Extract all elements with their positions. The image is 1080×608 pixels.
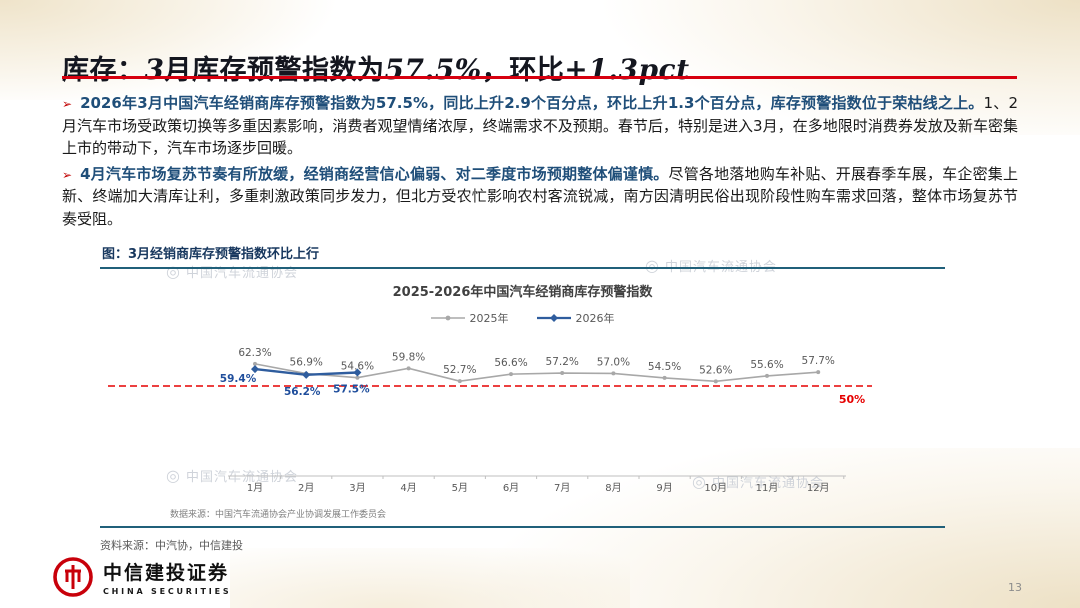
svg-text:12月: 12月 <box>807 482 830 494</box>
bullet-arrow-icon: ➢ <box>62 97 73 111</box>
inventory-warning-index-chart: 1月 2月 3月 4月 5月 6月 7月 8月 9月 10月 11月 12月 50% 62.3% 56.9%… <box>108 347 872 494</box>
svg-text:52.6%: 52.6% <box>699 364 732 376</box>
legend-marker-icon <box>536 314 571 322</box>
company-logo-icon <box>53 557 93 597</box>
svg-text:59.8%: 59.8% <box>392 351 425 363</box>
svg-text:3月: 3月 <box>349 482 365 494</box>
bullet-point: ➢ 4月汽车市场复苏节奏有所放缓，经销商经营信心偏弱、对二季度市场预期整体偏谨慎。… <box>62 163 1018 231</box>
title-text: ，环比 <box>481 55 565 87</box>
bullet-point: ➢ 2026年3月中国汽车经销商库存预警指数为57.5%，同比上升2.9个百分点，… <box>62 92 1018 160</box>
svg-text:57.2%: 57.2% <box>546 356 579 368</box>
legend-item-2025年: 2025年 <box>430 310 509 326</box>
title-number: 3 <box>144 53 165 87</box>
svg-text:8月: 8月 <box>605 482 621 494</box>
watermark-text: 中国汽车流通协会 <box>185 266 298 281</box>
report-source-note: 资料来源：中汽协，中信建投 <box>100 539 243 552</box>
svg-text:57.7%: 57.7% <box>802 355 835 367</box>
company-logo-text: 中信建投证券 CHINA SECURITIES <box>103 558 231 596</box>
svg-text:6月: 6月 <box>503 482 519 494</box>
legend-marker-icon <box>430 315 465 321</box>
svg-text:54.5%: 54.5% <box>648 361 681 373</box>
svg-text:5月: 5月 <box>452 482 468 494</box>
title-number: 57.5% <box>384 53 482 87</box>
legend-label: 2025年 <box>469 312 509 325</box>
svg-text:59.4%: 59.4% <box>220 373 257 385</box>
figure-caption: 图：3月经销商库存预警指数环比上行 <box>102 247 320 262</box>
svg-text:11月: 11月 <box>756 482 779 494</box>
title-text: 月库存预警指数为 <box>164 55 385 87</box>
page-title: 库存：3月库存预警指数为57.5%，环比+1.3pct <box>62 48 690 87</box>
watermark-logo-icon: ◎ <box>166 465 181 485</box>
svg-text:9月: 9月 <box>656 482 672 494</box>
svg-text:56.9%: 56.9% <box>290 357 323 369</box>
watermark-text: 中国汽车流通协会 <box>185 470 298 485</box>
svg-text:1月: 1月 <box>247 482 263 494</box>
title-underline <box>62 76 1017 79</box>
corner-decoration-bottom-left <box>230 548 630 608</box>
svg-text:2月: 2月 <box>298 482 314 494</box>
bullet-rest: 尽管各地落地购车补贴、开展春季车展，车企密集上新、终端加大清库让利，多重刺激政策… <box>62 164 1018 228</box>
company-logo: 中信建投证券 CHINA SECURITIES <box>52 556 231 598</box>
svg-text:55.6%: 55.6% <box>750 359 783 371</box>
watermark-logo-icon: ◎ <box>645 255 660 275</box>
watermark: ◎ 中国汽车流通协会 <box>166 466 298 485</box>
bullet-arrow-icon: ➢ <box>62 167 73 182</box>
svg-text:54.6%: 54.6% <box>341 361 374 373</box>
svg-text:57.0%: 57.0% <box>597 356 630 368</box>
bullet-list: ➢ 2026年3月中国汽车经销商库存预警指数为57.5%，同比上升2.9个百分点，… <box>62 92 1018 233</box>
page-number: 13 <box>1008 581 1022 594</box>
figure-source: 数据来源：中国汽车流通协会产业协调发展工作委员会 <box>170 510 387 520</box>
figure: 图：3月经销商库存预警指数环比上行 2025-2026年中国汽车经销商库存预警指… <box>100 243 945 528</box>
bullet-lead: 4月汽车市场复苏节奏有所放缓，经销商经营信心偏弱、对二季度市场预期整体偏谨慎。 <box>80 164 669 183</box>
chart-container: 2025-2026年中国汽车经销商库存预警指数 2025年 2026年 1月 2月 3… <box>100 267 945 528</box>
svg-text:10月: 10月 <box>704 482 727 494</box>
svg-text:4月: 4月 <box>400 482 416 494</box>
svg-text:56.6%: 56.6% <box>494 357 527 369</box>
svg-text:62.3%: 62.3% <box>238 347 271 359</box>
legend-item-2026年: 2026年 <box>536 310 615 326</box>
company-name-cn: 中信建投证券 <box>103 562 230 584</box>
title-text: 库存： <box>62 55 145 87</box>
company-name-en: CHINA SECURITIES <box>103 587 232 596</box>
chart-title: 2025-2026年中国汽车经销商库存预警指数 <box>392 285 653 300</box>
legend-label: 2026年 <box>575 312 615 325</box>
svg-text:56.2%: 56.2% <box>284 386 321 398</box>
svg-text:52.7%: 52.7% <box>443 364 476 376</box>
chart-legend: 2025年 2026年 <box>100 310 945 326</box>
svg-text:57.5%: 57.5% <box>333 384 370 396</box>
svg-text:50%: 50% <box>839 393 865 406</box>
title-number: +1.3pct <box>564 53 690 87</box>
svg-text:7月: 7月 <box>554 482 570 494</box>
bullet-lead: 2026年3月中国汽车经销商库存预警指数为57.5%，同比上升2.9个百分点，环… <box>80 94 984 112</box>
